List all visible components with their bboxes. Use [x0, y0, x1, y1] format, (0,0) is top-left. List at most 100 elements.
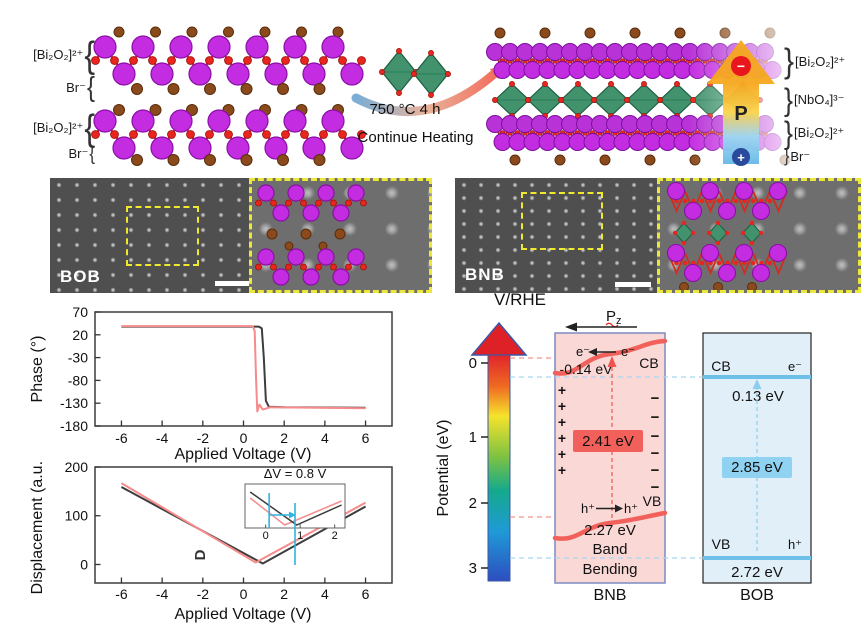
bob-scale-bar	[215, 281, 253, 286]
svg-text:+: +	[558, 430, 566, 446]
inset-series-group: 0 1 2	[249, 491, 342, 565]
svg-text:+: +	[558, 398, 566, 414]
bnb-cb-offset: -0.14 eV	[560, 361, 614, 377]
brace-icon: {	[86, 71, 95, 103]
bnb-charge-signs: ++++++−−−−−−	[558, 382, 660, 496]
svg-text:6: 6	[362, 586, 370, 602]
bnb-hole-left: h⁺	[581, 501, 595, 516]
bob-hole: h⁺	[788, 537, 802, 552]
bob-vb-offset: 2.72 eV	[731, 564, 783, 581]
brace-icon: }	[784, 115, 794, 150]
svg-text:+: +	[558, 446, 566, 462]
svg-text:0: 0	[469, 355, 477, 372]
svg-text:4: 4	[321, 586, 329, 602]
phase-chart: Phase (°) Applied Voltage (V) -6 -4 -2 0 2 4 6…	[30, 304, 393, 463]
svg-text:−: −	[651, 479, 660, 496]
bob-inset-image	[249, 178, 432, 293]
brace-icon: {	[84, 33, 95, 76]
bnb-tem-label: BNB	[465, 265, 505, 284]
bnb-vb-label: VB	[643, 493, 662, 509]
layer-label-text: [Bi₂O₂]²⁺	[33, 120, 84, 135]
bob-cb-label: CB	[711, 358, 730, 374]
brace-icon: {	[84, 106, 95, 149]
layer-label-text: [Bi₂O₂]²⁺	[33, 47, 84, 62]
svg-text:6: 6	[362, 430, 370, 446]
layer-label-bi2o2-top-left: [Bi₂O₂]²⁺ {	[14, 34, 96, 75]
svg-text:1: 1	[469, 429, 477, 446]
svg-text:-6: -6	[115, 586, 128, 602]
svg-text:70: 70	[72, 304, 88, 320]
displacement-ylabel: Displacement (a.u.)	[30, 462, 46, 594]
bnb-atomic-overlay	[666, 181, 788, 292]
svg-text:0: 0	[240, 586, 248, 602]
electron-drift-arrow-head-icon	[588, 348, 597, 356]
layer-label-text: Br⁻	[68, 146, 89, 161]
svg-text:0: 0	[80, 556, 88, 572]
svg-text:-30: -30	[68, 350, 88, 366]
bob-cb-offset: 0.13 eV	[732, 388, 784, 405]
svg-text:−: −	[651, 445, 660, 462]
brace-icon: }	[784, 146, 790, 167]
svg-text:+: +	[558, 462, 566, 478]
svg-text:-6: -6	[115, 430, 128, 446]
displacement-annotation-d: D	[192, 549, 209, 560]
layer-label-br-left: Br⁻ {	[14, 72, 96, 103]
svg-text:−: −	[737, 58, 745, 74]
svg-text:+: +	[737, 150, 745, 165]
reaction-caption: Continue Heating	[357, 129, 474, 146]
svg-text:+: +	[558, 382, 566, 398]
layer-label-br2-left: Br⁻ {	[14, 143, 96, 165]
svg-text:-2: -2	[197, 430, 210, 446]
bob-atomic-overlay	[255, 184, 367, 286]
potential-axis-ticks: 0 1 2 3	[469, 355, 488, 577]
phase-xlabel: Applied Voltage (V)	[175, 446, 312, 463]
svg-text:20: 20	[72, 327, 88, 343]
bnb-bandgap-highlight	[573, 430, 643, 452]
brace-icon: }	[784, 82, 794, 117]
svg-text:2: 2	[332, 530, 338, 542]
svg-text:-2: -2	[197, 586, 210, 602]
layer-label-nbo4-right: } [NbO₄]³⁻	[783, 82, 863, 117]
bob-roi-box	[126, 206, 199, 266]
bnb-bending-line1: Band	[592, 541, 627, 558]
bob-bandgap-value: 2.85 eV	[731, 459, 783, 476]
phase-ylabel: Phase (°)	[30, 336, 46, 403]
bob-vb-label: VB	[712, 536, 731, 552]
svg-text:4: 4	[321, 430, 329, 446]
bnb-name: BNB	[594, 587, 627, 604]
displacement-plot-frame	[94, 466, 393, 584]
layer-label-br-right: } Br⁻	[783, 147, 863, 167]
bnb-roi-box	[521, 192, 603, 250]
bnb-tem-image: BNB	[455, 178, 657, 293]
layer-label-text: Br⁻	[66, 80, 86, 95]
svg-text:−: −	[651, 409, 660, 426]
layer-label-text: [NbO₄]³⁻	[794, 92, 845, 107]
svg-text:-180: -180	[60, 418, 88, 434]
svg-text:2: 2	[280, 586, 288, 602]
bnb-bandgap-value: 2.41 eV	[582, 433, 634, 450]
bob-name: BOB	[740, 587, 774, 604]
brace-icon: }	[784, 42, 795, 81]
reaction-condition: 750 °C 4 h	[369, 101, 441, 118]
svg-text:2: 2	[280, 430, 288, 446]
svg-text:0: 0	[263, 530, 269, 542]
pz-arrow-head-icon	[565, 322, 577, 332]
bnb-band-box	[554, 332, 666, 584]
bnb-bending-line2: Bending	[582, 561, 637, 578]
bob-tem-label: BOB	[60, 267, 101, 286]
vrhe-label: V/RHE	[494, 290, 546, 309]
layer-label-bi2o2-top-right: } [Bi₂O₂]²⁺	[783, 42, 863, 80]
bnb-cb-curve	[552, 338, 668, 376]
band-diagram: V/RHE 0 1 2 3 Potential (eV) Pz e⁻ e⁻ -0.14…	[435, 290, 812, 604]
svg-text:-4: -4	[156, 430, 169, 446]
hole-drift-arrow-head-icon	[615, 504, 623, 513]
bob-electron: e⁻	[788, 359, 802, 374]
bnb-vb-offset: 2.27 eV	[584, 522, 636, 539]
potential-arrow-head-icon	[470, 321, 528, 356]
svg-text:P: P	[734, 103, 747, 125]
bnb-scale-bar	[615, 282, 651, 287]
displacement-xlabel: Applied Voltage (V)	[175, 606, 312, 623]
bnb-cb-label: CB	[639, 355, 658, 371]
crystal-structure-panel: − + P	[91, 18, 792, 173]
svg-text:+: +	[558, 414, 566, 430]
